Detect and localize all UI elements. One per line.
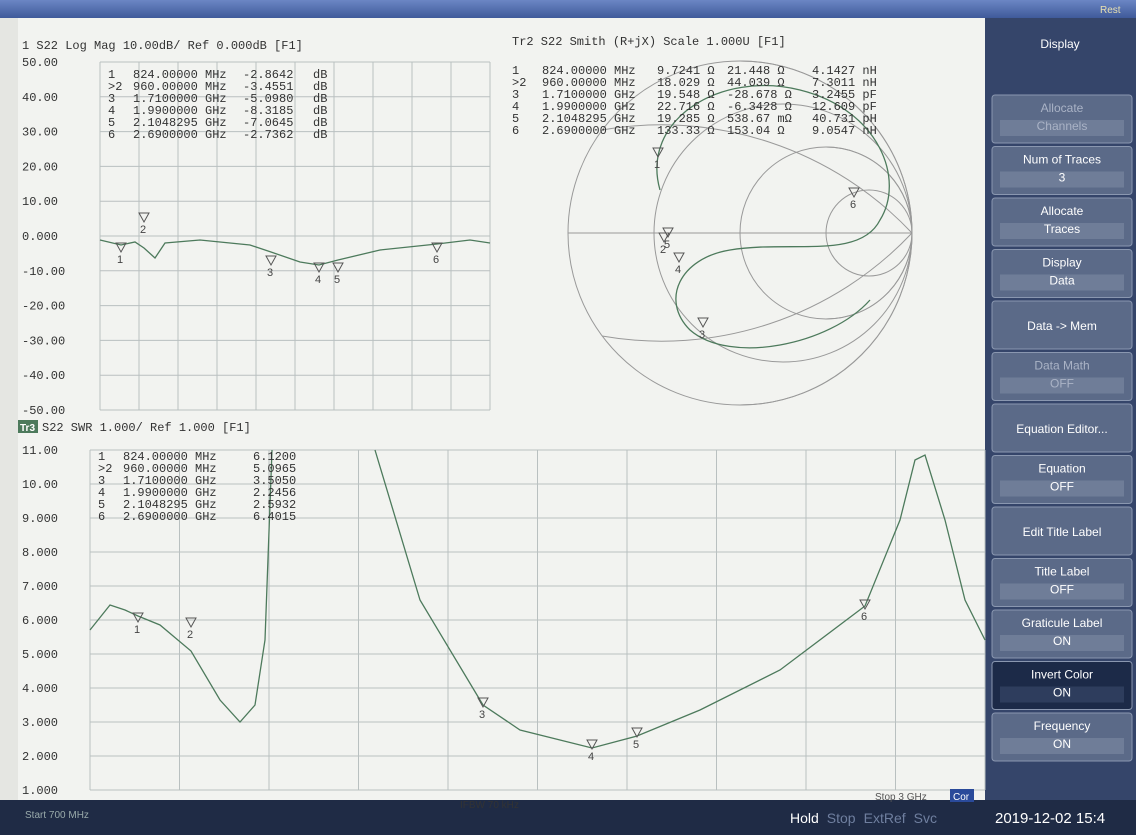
- softkey-label: Equation: [1038, 462, 1085, 476]
- marker-label: 5: [334, 274, 340, 286]
- softkey-label: Frequency: [1034, 719, 1091, 733]
- page: ive Ch/Trace2 Response3 Stimulus4 Mkr/An…: [0, 0, 1136, 835]
- softkey-value: ON: [1053, 686, 1071, 700]
- status-bar: [0, 800, 1136, 835]
- marker-label: 6: [850, 199, 856, 211]
- cor: Cor: [953, 792, 970, 803]
- marker-label: 1: [654, 159, 660, 171]
- softkey-label: Invert Color: [1031, 668, 1093, 682]
- swr-header: S22 SWR 1.000/ Ref 1.000 [F1]: [42, 421, 251, 435]
- menu-bar: [0, 0, 1136, 18]
- marker-label: 3: [267, 267, 273, 279]
- softkey-label: Edit Title Label: [1023, 525, 1102, 539]
- y-tick-label: 3.000: [22, 716, 58, 730]
- y-tick-label: 9.000: [22, 512, 58, 526]
- ifbw: IFBW 70 kHz: [460, 800, 519, 811]
- softkey-label: Allocate: [1041, 101, 1084, 115]
- marker-label: 2: [140, 224, 146, 236]
- smith-header: Tr2 S22 Smith (R+jX) Scale 1.000U [F1]: [512, 35, 786, 49]
- softkey-label: Num of Traces: [1023, 153, 1101, 167]
- status-item: Stop: [827, 810, 856, 826]
- log-mag-header: 1 S22 Log Mag 10.00dB/ Ref 0.000dB [F1]: [22, 39, 303, 53]
- marker-cell: 6: [98, 510, 105, 524]
- marker-label: 3: [699, 329, 705, 341]
- softkey-value: Channels: [1037, 119, 1088, 133]
- y-tick-label: 50.00: [22, 56, 58, 70]
- softkey-value: OFF: [1050, 583, 1074, 597]
- marker-cell: 2.6900000 GHz: [542, 124, 636, 138]
- y-tick-label: 0.000: [22, 230, 58, 244]
- status-item: Hold: [790, 810, 819, 826]
- softkey-value: OFF: [1050, 480, 1074, 494]
- softkey-title: Display: [1040, 37, 1079, 51]
- marker-cell: 9.0547 nH: [812, 124, 877, 138]
- status-items: Hold Stop ExtRef Svc: [790, 810, 937, 826]
- y-tick-label: -30.00: [22, 334, 65, 348]
- y-tick-label: -40.00: [22, 369, 65, 383]
- y-tick-label: 5.000: [22, 648, 58, 662]
- y-tick-label: 40.00: [22, 91, 58, 105]
- softkey-label: Graticule Label: [1022, 616, 1103, 630]
- trace-tag-text: Tr3: [20, 423, 35, 434]
- y-tick-label: -20.00: [22, 300, 65, 314]
- y-tick-label: 1.000: [22, 784, 58, 798]
- marker-label: 1: [117, 254, 123, 266]
- y-tick-label: 7.000: [22, 580, 58, 594]
- marker-label: 1: [134, 624, 140, 636]
- start-freq: Start 700 MHz: [25, 810, 89, 821]
- marker-label: 3: [479, 709, 485, 721]
- screen: ive Ch/Trace2 Response3 Stimulus4 Mkr/An…: [0, 0, 1136, 835]
- softkey-label: Equation Editor...: [1016, 422, 1107, 436]
- softkey-value: Traces: [1044, 222, 1080, 236]
- softkey-value: OFF: [1050, 377, 1074, 391]
- marker-cell: -2.7362: [243, 128, 293, 142]
- stop-freq: Stop 3 GHz: [875, 792, 927, 803]
- y-tick-label: 11.00: [22, 444, 58, 458]
- marker-label: 6: [861, 611, 867, 623]
- y-tick-label: 10.00: [22, 195, 58, 209]
- softkey-value: ON: [1053, 737, 1071, 751]
- datetime: 2019-12-02 15:4: [995, 810, 1105, 827]
- marker-cell: 153.04 Ω: [727, 124, 785, 138]
- marker-label: 4: [675, 264, 681, 276]
- marker-cell: 6: [108, 128, 115, 142]
- marker-label: 4: [588, 751, 594, 763]
- softkey-value: ON: [1053, 634, 1071, 648]
- marker-label: 4: [315, 274, 321, 286]
- softkey-label: Title Label: [1035, 565, 1090, 579]
- marker-cell: 133.33 Ω: [657, 124, 715, 138]
- marker-label: 5: [633, 739, 639, 751]
- softkey-value: 3: [1059, 171, 1066, 185]
- y-tick-label: 6.000: [22, 614, 58, 628]
- status-item: ExtRef: [864, 810, 906, 826]
- marker-cell: 2.6900000 GHz: [123, 510, 217, 524]
- y-tick-label: 4.000: [22, 682, 58, 696]
- y-tick-label: -10.00: [22, 265, 65, 279]
- marker-label: 5: [664, 239, 670, 251]
- y-tick-label: 8.000: [22, 546, 58, 560]
- softkey-label: Data -> Mem: [1027, 319, 1097, 333]
- status-item: Svc: [914, 810, 937, 826]
- marker-cell: dB: [313, 128, 327, 142]
- y-tick-label: 2.000: [22, 750, 58, 764]
- softkey-label: Allocate: [1041, 204, 1084, 218]
- marker-cell: 6: [512, 124, 519, 138]
- y-tick-label: 30.00: [22, 126, 58, 140]
- y-tick-label: -50.00: [22, 404, 65, 418]
- marker-label: 2: [187, 629, 193, 641]
- marker-cell: 6.4015: [253, 510, 296, 524]
- softkey-label: Display: [1042, 256, 1081, 270]
- y-tick-label: 20.00: [22, 160, 58, 174]
- marker-cell: 2.6900000 GHz: [133, 128, 227, 142]
- y-tick-label: 10.00: [22, 478, 58, 492]
- softkey-value: Data: [1049, 274, 1075, 288]
- menu-right: Rest: [1100, 5, 1121, 16]
- softkey-label: Data Math: [1034, 359, 1089, 373]
- left-edge: [0, 18, 18, 800]
- marker-label: 6: [433, 254, 439, 266]
